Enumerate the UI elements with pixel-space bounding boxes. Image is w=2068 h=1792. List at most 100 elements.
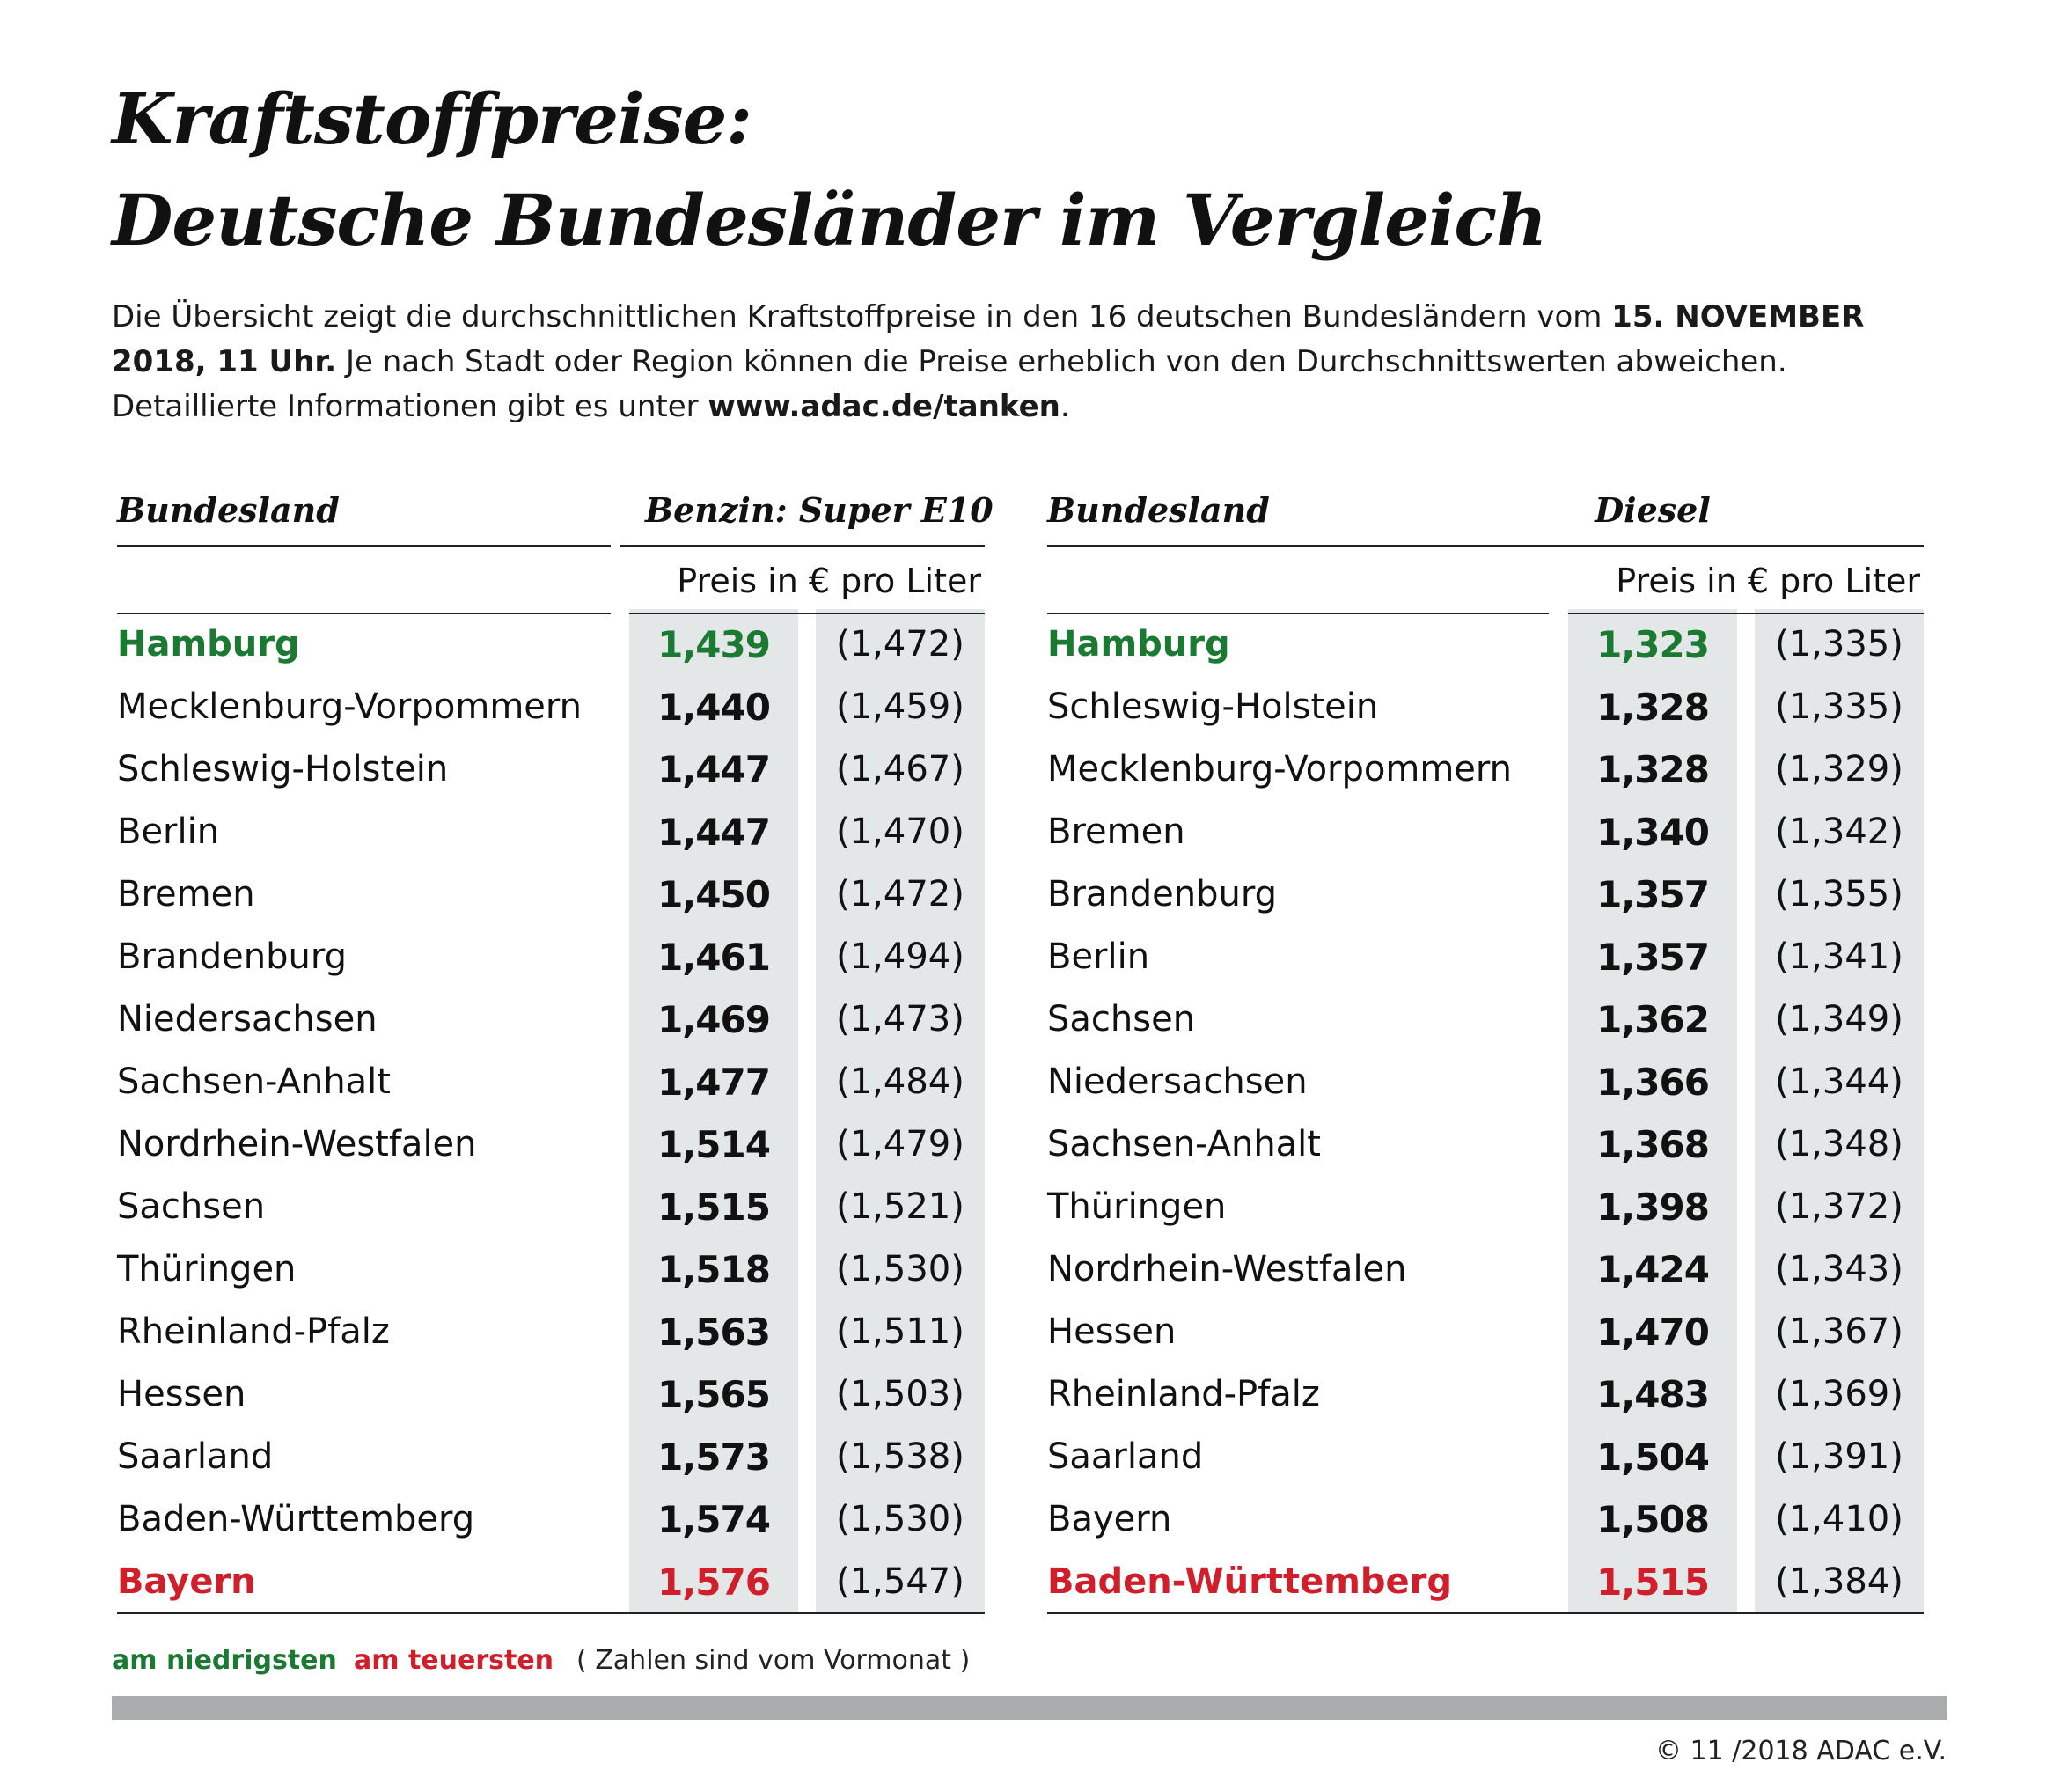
current-price: 1,357	[1596, 873, 1710, 916]
table-row: Sachsen-Anhalt 1,368 (1,348)	[1047, 1113, 1924, 1176]
table-row: Saarland 1,573 (1,538)	[117, 1426, 985, 1488]
table-row: Hessen 1,565 (1,503)	[117, 1363, 985, 1426]
current-price: 1,447	[657, 811, 771, 854]
table-row: Brandenburg 1,357 (1,355)	[1047, 863, 1924, 926]
table-row: Bremen 1,450 (1,472)	[117, 863, 985, 926]
previous-month-price: (1,521)	[836, 1186, 964, 1227]
table-row: Mecklenburg-Vorpommern 1,328 (1,329)	[1047, 738, 1924, 801]
state-name: Nordrhein-Westfalen	[1047, 1249, 1407, 1289]
previous-month-price: (1,503)	[836, 1374, 964, 1414]
current-price: 1,398	[1596, 1186, 1710, 1229]
previous-month-price: (1,470)	[836, 812, 964, 852]
current-price: 1,504	[1596, 1436, 1710, 1479]
state-name: Mecklenburg-Vorpommern	[1047, 749, 1512, 790]
previous-month-price: (1,341)	[1775, 936, 1903, 977]
benzin-subheader: Preis in € pro Liter	[677, 562, 981, 600]
table-row: Baden-Württemberg 1,574 (1,530)	[117, 1488, 985, 1551]
state-name: Schleswig-Holstein	[117, 749, 449, 790]
state-name: Saarland	[1047, 1436, 1204, 1477]
previous-month-price: (1,459)	[836, 687, 964, 727]
table-row: Bremen 1,340 (1,342)	[1047, 801, 1924, 863]
current-price: 1,565	[657, 1373, 771, 1416]
current-price: 1,515	[1596, 1561, 1710, 1604]
state-name: Sachsen	[117, 1186, 266, 1227]
current-price: 1,439	[657, 623, 771, 666]
table-row: Bayern 1,576 (1,547)	[117, 1551, 985, 1613]
current-price: 1,477	[657, 1061, 771, 1104]
previous-month-price: (1,369)	[1775, 1374, 1903, 1414]
previous-month-price: (1,344)	[1775, 1061, 1903, 1102]
table-row: Saarland 1,504 (1,391)	[1047, 1426, 1924, 1488]
state-name: Bremen	[117, 874, 255, 914]
table-row: Berlin 1,447 (1,470)	[117, 801, 985, 863]
table-row: Sachsen 1,362 (1,349)	[1047, 988, 1924, 1051]
current-price: 1,450	[657, 873, 771, 916]
footer-bar	[112, 1696, 1947, 1720]
state-name: Baden-Württemberg	[117, 1499, 475, 1539]
state-name: Brandenburg	[1047, 874, 1277, 914]
state-name: Mecklenburg-Vorpommern	[117, 687, 582, 727]
state-name: Rheinland-Pfalz	[1047, 1374, 1320, 1414]
current-price: 1,323	[1596, 623, 1710, 666]
benzin-header-fuel: Benzin: Super E10	[645, 490, 994, 530]
legend-note: ( Zahlen sind vom Vormonat )	[576, 1645, 971, 1676]
table-row: Rheinland-Pfalz 1,483 (1,369)	[1047, 1363, 1924, 1426]
current-price: 1,573	[657, 1436, 771, 1479]
current-price: 1,328	[1596, 748, 1710, 791]
previous-month-price: (1,335)	[1775, 687, 1903, 727]
diesel-rule-mid-right	[1568, 613, 1924, 614]
current-price: 1,576	[657, 1561, 771, 1604]
state-name: Bayern	[1047, 1499, 1172, 1539]
legend-lowest: am niedrigsten	[112, 1645, 337, 1676]
state-name: Saarland	[117, 1436, 274, 1477]
state-name: Hessen	[117, 1374, 246, 1414]
benzin-rule-mid-left	[117, 613, 611, 614]
current-price: 1,447	[657, 748, 771, 791]
intro-date: 15. NOVEMBER 2018, 11 Uhr.	[112, 299, 1865, 379]
current-price: 1,515	[657, 1186, 771, 1229]
previous-month-price: (1,343)	[1775, 1249, 1903, 1289]
previous-month-price: (1,335)	[1775, 624, 1903, 665]
page-title-line-2: Deutsche Bundesländer im Vergleich	[112, 179, 1547, 261]
previous-month-price: (1,391)	[1775, 1436, 1903, 1477]
table-row: Schleswig-Holstein 1,328 (1,335)	[1047, 676, 1924, 738]
state-name: Bremen	[1047, 812, 1185, 852]
state-name: Brandenburg	[117, 936, 347, 977]
current-price: 1,362	[1596, 998, 1710, 1041]
legend-highest: am teuersten	[354, 1645, 554, 1676]
state-name: Niedersachsen	[117, 999, 378, 1039]
previous-month-price: (1,530)	[836, 1249, 964, 1289]
intro-part-2: Je nach Stadt oder Region können die Pre…	[112, 344, 1787, 424]
table-row: Thüringen 1,398 (1,372)	[1047, 1176, 1924, 1238]
current-price: 1,340	[1596, 811, 1710, 854]
diesel-prev-band	[1755, 609, 1924, 1612]
current-price: 1,574	[657, 1498, 771, 1541]
previous-month-price: (1,349)	[1775, 999, 1903, 1039]
current-price: 1,424	[1596, 1248, 1710, 1291]
state-name: Sachsen	[1047, 999, 1196, 1039]
current-price: 1,483	[1596, 1373, 1710, 1416]
table-row: Berlin 1,357 (1,341)	[1047, 926, 1924, 988]
current-price: 1,508	[1596, 1498, 1710, 1541]
previous-month-price: (1,538)	[836, 1436, 964, 1477]
current-price: 1,328	[1596, 686, 1710, 729]
previous-month-price: (1,384)	[1775, 1561, 1903, 1602]
table-row: Sachsen-Anhalt 1,477 (1,484)	[117, 1051, 985, 1113]
state-name: Berlin	[1047, 936, 1150, 977]
previous-month-price: (1,473)	[836, 999, 964, 1039]
state-name: Hamburg	[1047, 624, 1230, 665]
current-price: 1,368	[1596, 1123, 1710, 1166]
previous-month-price: (1,547)	[836, 1561, 964, 1602]
table-row: Baden-Württemberg 1,515 (1,384)	[1047, 1551, 1924, 1613]
benzin-rule-top-right	[620, 545, 985, 547]
previous-month-price: (1,329)	[1775, 749, 1903, 790]
copyright: © 11 /2018 ADAC e.V.	[1655, 1736, 1947, 1766]
state-name: Nordrhein-Westfalen	[117, 1124, 477, 1164]
diesel-rule-mid-left	[1047, 613, 1549, 614]
diesel-subheader: Preis in € pro Liter	[1616, 562, 1920, 600]
table-row: Schleswig-Holstein 1,447 (1,467)	[117, 738, 985, 801]
state-name: Rheinland-Pfalz	[117, 1311, 390, 1352]
benzin-rule-bottom	[117, 1612, 985, 1614]
benzin-price-band	[629, 609, 798, 1612]
diesel-price-band	[1568, 609, 1737, 1612]
